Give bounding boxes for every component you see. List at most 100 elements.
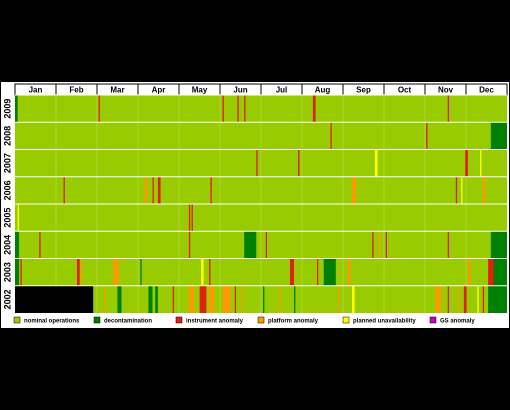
legend-label: GS anomaly xyxy=(440,319,475,325)
status-segment xyxy=(351,285,355,313)
month-label: Aug xyxy=(315,86,331,95)
month-label: Mar xyxy=(110,86,124,95)
status-segment xyxy=(457,285,459,313)
legend-label: instrument anomaly xyxy=(186,319,244,325)
legend-swatch xyxy=(429,316,437,324)
year-label: 2004 xyxy=(2,235,12,255)
status-segment xyxy=(477,285,479,313)
legend-swatch xyxy=(342,316,350,324)
status-segment xyxy=(81,258,83,286)
legend-swatch xyxy=(93,316,101,324)
status-segment xyxy=(298,149,300,177)
status-segment xyxy=(455,176,458,204)
status-segment xyxy=(199,285,207,313)
status-segment xyxy=(148,285,153,313)
status-segment xyxy=(467,258,471,286)
month-label: Jun xyxy=(233,86,247,95)
status-segment xyxy=(157,176,161,204)
status-segment xyxy=(385,231,388,259)
status-segment xyxy=(15,231,20,259)
status-segment xyxy=(209,258,211,286)
status-segment xyxy=(482,285,485,313)
status-segment xyxy=(447,95,450,123)
status-segment xyxy=(488,285,507,313)
status-segment xyxy=(210,176,212,204)
month-label: Nov xyxy=(438,86,454,95)
year-label: 2005 xyxy=(2,208,12,228)
status-segment xyxy=(144,176,148,204)
month-label: Sep xyxy=(356,86,371,95)
status-segment xyxy=(378,231,381,259)
year-label: 2009 xyxy=(2,99,12,119)
status-segment xyxy=(289,258,295,286)
status-segment xyxy=(222,285,231,313)
month-label: May xyxy=(192,86,208,95)
status-segment xyxy=(279,285,281,313)
legend-swatch xyxy=(13,316,21,324)
month-label: Jul xyxy=(276,86,288,95)
month-label: Feb xyxy=(69,86,83,95)
status-segment xyxy=(20,258,22,286)
status-segment xyxy=(237,95,239,123)
status-segment xyxy=(490,122,507,150)
status-segment xyxy=(461,176,463,204)
status-segment xyxy=(330,122,332,150)
status-segment xyxy=(351,176,357,204)
status-segment xyxy=(312,95,316,123)
legend-label: platform anomaly xyxy=(268,319,319,325)
status-segment xyxy=(234,285,237,313)
status-segment xyxy=(426,122,428,150)
month-label: Jan xyxy=(29,86,43,95)
legend-label: planned unavailability xyxy=(353,319,416,325)
status-segment xyxy=(482,176,486,204)
status-segment xyxy=(155,285,158,313)
status-segment xyxy=(191,204,193,232)
status-segment xyxy=(17,204,20,232)
status-segment xyxy=(15,95,18,123)
status-segment xyxy=(480,149,482,177)
status-segment xyxy=(140,258,142,286)
legend-swatch xyxy=(175,316,183,324)
status-segment xyxy=(447,285,450,313)
status-segment xyxy=(263,285,265,313)
status-segment xyxy=(63,176,65,204)
status-segment xyxy=(490,231,507,259)
status-segment xyxy=(241,285,243,313)
legend-label: decontamination xyxy=(104,319,152,325)
year-label: 2007 xyxy=(2,153,12,173)
status-segment xyxy=(172,285,175,313)
legend-label: nominal operations xyxy=(24,319,80,325)
status-segment xyxy=(201,258,204,286)
status-segment xyxy=(265,231,268,259)
month-label: Dec xyxy=(479,86,494,95)
status-segment xyxy=(323,258,336,286)
status-segment xyxy=(117,285,122,313)
status-segment xyxy=(488,258,494,286)
status-segment xyxy=(244,95,246,123)
month-label: Oct xyxy=(398,86,412,95)
status-segment xyxy=(98,95,100,123)
status-segment xyxy=(463,285,467,313)
status-segment xyxy=(15,258,20,286)
status-segment xyxy=(256,149,258,177)
legend-swatch xyxy=(257,316,265,324)
status-segment xyxy=(152,176,154,204)
status-segment xyxy=(338,285,340,313)
status-segment xyxy=(347,258,351,286)
year-label: 2003 xyxy=(2,262,12,282)
status-segment xyxy=(188,285,195,313)
year-label: 2006 xyxy=(2,180,12,200)
status-segment xyxy=(374,149,378,177)
status-segment xyxy=(188,204,191,232)
status-segment xyxy=(372,231,374,259)
status-segment xyxy=(222,95,224,123)
no-data xyxy=(15,285,94,313)
status-segment xyxy=(244,231,257,259)
month-label: Apr xyxy=(152,86,166,95)
status-segment xyxy=(435,285,441,313)
status-segment xyxy=(113,258,119,286)
status-segment xyxy=(447,231,450,259)
status-segment xyxy=(465,149,468,177)
status-segment xyxy=(77,258,80,286)
